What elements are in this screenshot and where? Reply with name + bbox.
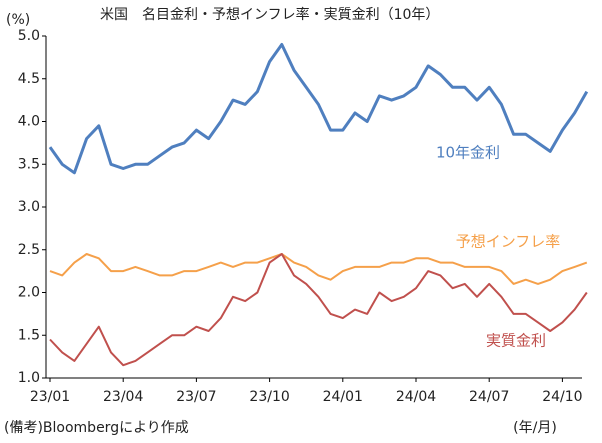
x-tick-label: 23/10 xyxy=(249,389,289,405)
series-line xyxy=(49,253,588,367)
x-tick-label: 23/01 xyxy=(30,389,70,405)
chart-title: 米国 名目金利・予想インフレ率・実質金利（10年） xyxy=(100,6,439,23)
x-tick-label: 24/01 xyxy=(323,389,363,405)
x-unit: (年/月) xyxy=(513,420,557,436)
y-tick-label: 1.0 xyxy=(18,370,40,386)
y-tick-label: 1.5 xyxy=(18,327,40,343)
series-label: 予想インフレ率 xyxy=(456,233,561,251)
note: (備考)Bloombergにより作成 xyxy=(4,420,189,436)
x-tick-label: 24/04 xyxy=(396,389,436,405)
y-tick-label: 4.0 xyxy=(18,114,40,130)
y-tick-label: 5.0 xyxy=(18,28,40,44)
x-tick-label: 24/07 xyxy=(469,389,509,405)
series-line xyxy=(48,43,589,175)
y-unit: (%) xyxy=(6,12,30,28)
y-tick-label: 2.5 xyxy=(18,242,40,258)
y-tick-label: 2.0 xyxy=(18,285,40,301)
series-label: 10年金利 xyxy=(436,144,500,162)
y-tick-label: 3.5 xyxy=(18,156,40,172)
x-tick-label: 24/10 xyxy=(542,389,582,405)
series-label: 実質金利 xyxy=(486,332,546,350)
series-line xyxy=(49,253,588,285)
x-tick-label: 23/07 xyxy=(176,389,216,405)
x-tick-label: 23/04 xyxy=(103,389,143,405)
y-tick-label: 4.5 xyxy=(18,71,40,87)
y-tick-label: 3.0 xyxy=(18,199,40,215)
